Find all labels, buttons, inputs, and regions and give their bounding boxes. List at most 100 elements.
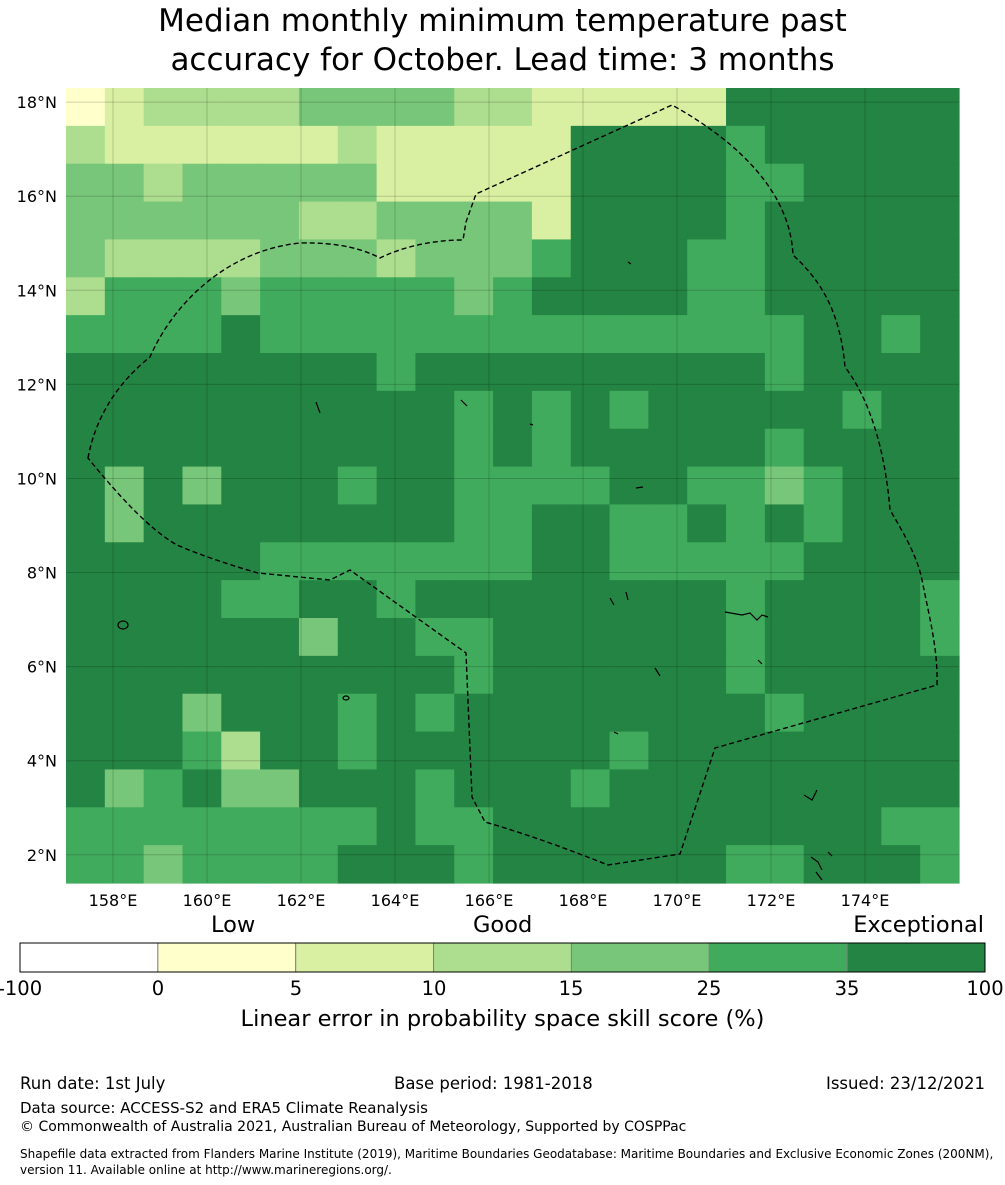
skill-cell [920,390,960,430]
skill-cell [570,239,611,278]
skill-cell [221,163,261,203]
skill-cell [221,277,261,316]
colorbar-swatch [295,942,435,973]
longitude-tick-label: 162°E [277,891,326,910]
skill-cell [803,693,844,733]
skill-cell [66,239,106,278]
skill-cell [648,655,688,695]
skill-cell [570,845,611,884]
skill-cell [726,277,766,316]
skill-cell [687,504,727,543]
skill-cell [337,655,378,695]
skill-cell [764,542,805,581]
skill-cell [881,580,921,619]
skill-cell [337,618,378,657]
skill-cell [221,731,261,771]
skill-cell [376,769,417,808]
skill-cell [493,88,533,127]
skill-cell [920,807,960,846]
skill-cell [104,655,145,695]
skill-cell [726,88,766,127]
skill-cell [221,125,261,165]
skill-cell [609,693,649,733]
skill-cell [337,239,378,278]
skill-cell [570,655,611,695]
skill-cell [221,504,261,543]
skill-cell [415,315,455,354]
skill-cell [648,807,688,846]
skill-cell [143,353,184,392]
skill-cell [842,163,882,203]
skill-cell [415,125,455,165]
skill-cell [104,125,145,165]
skill-cell [648,580,688,619]
skill-cell [376,542,417,581]
latitude-tick-label: 6°N [27,658,57,677]
skill-cell [687,845,727,884]
skill-cell [648,239,688,278]
latitude-tick-label: 18°N [17,93,57,112]
latitude-tick-label: 10°N [17,469,57,488]
skill-cell [493,390,533,430]
skill-cell [221,807,261,846]
skill-cell [298,428,339,468]
skill-cell [182,466,222,506]
island-outline [654,667,661,677]
longitude-tick-label: 170°E [653,891,702,910]
map-gridlines [66,88,959,883]
skill-cell [687,618,727,657]
skill-cell [260,353,300,392]
skill-cell [104,428,145,468]
skill-cell [376,353,417,392]
skill-cell [570,201,611,241]
skill-cell [260,88,300,127]
skill-cell [298,239,339,278]
skill-cell [570,88,611,127]
skill-cell [726,504,766,543]
skill-cell [803,504,844,543]
skill-cell [881,277,921,316]
skill-cell [493,504,533,543]
skill-cell [104,807,145,846]
skill-cell [493,618,533,657]
skill-cell [221,618,261,657]
skill-cell [143,239,184,278]
island-outline [613,731,619,735]
skill-cell [881,390,921,430]
skill-cell [803,655,844,695]
skill-cell [376,845,417,884]
skill-cell [415,542,455,581]
skill-cell [842,845,882,884]
skill-cell [104,88,145,127]
skill-map: 158°E 160°E 162°E 164°E 166°E 168°E 170°E 172°E… [17,88,986,973]
skill-cell [687,655,727,695]
skill-cell [298,466,339,506]
skill-cell [609,618,649,657]
skill-cell [609,428,649,468]
colorbar-category-good: Good [473,912,533,938]
skill-cell [609,504,649,543]
colorbar-label: Linear error in probability space skill … [240,1006,765,1032]
skill-cell [454,390,494,430]
skill-cell [609,163,649,203]
skill-cell [221,580,261,619]
skill-cell [182,807,222,846]
skill-cell [570,769,611,808]
skill-cell [493,353,533,392]
colorbar-tick: 5 [289,977,303,1000]
colorbar-tick: 100 [966,977,1004,1000]
skill-cell [298,315,339,354]
skill-cell [143,693,184,733]
skill-cell [764,580,805,619]
colorbar-tick: 35 [834,977,860,1000]
skill-cell [570,580,611,619]
skill-cell [531,88,572,127]
skill-cell [454,542,494,581]
skill-cell [454,201,494,241]
skill-cell [531,731,572,771]
data-source: Data source: ACCESS-S2 and ERA5 Climate … [20,1099,428,1117]
skill-cell [143,731,184,771]
skill-cell [842,277,882,316]
skill-cell [104,315,145,354]
run-date: Run date: 1st July [20,1074,166,1093]
